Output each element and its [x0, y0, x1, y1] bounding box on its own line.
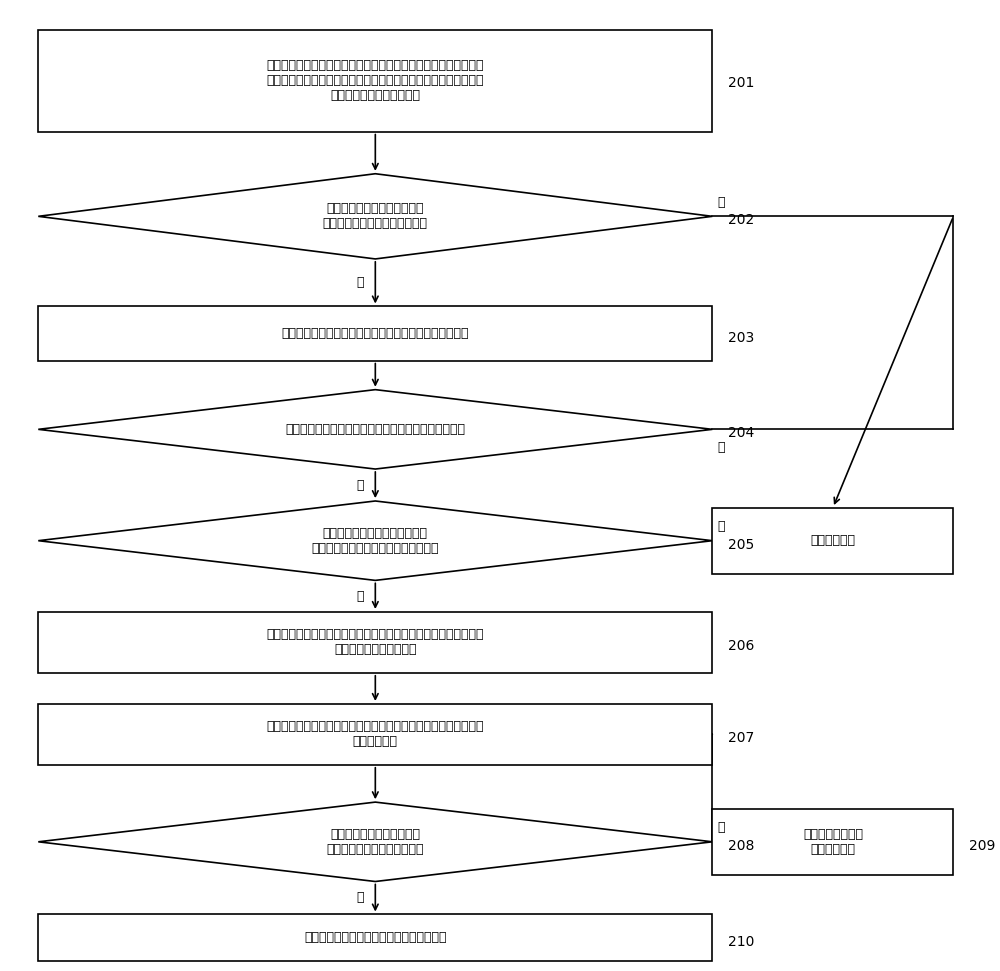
Text: 当检测到针对终端设备中安装的答疑应用的启动指令时，终端设备
根据该启动指令，启动该答疑应用并输出该答疑应用的操作界面，
该操作界面包括题目识别框: 当检测到针对终端设备中安装的答疑应用的启动指令时，终端设备 根据该启动指令，启动…: [267, 59, 484, 102]
Text: 终端设备针对上述待搜索题目执行搜题操作: 终端设备针对上述待搜索题目执行搜题操作: [304, 931, 447, 944]
Text: 终端设备检测上述题目识别框
的成像画面中是否存在目标物体: 终端设备检测上述题目识别框 的成像画面中是否存在目标物体: [323, 202, 428, 230]
FancyBboxPatch shape: [38, 915, 712, 961]
Polygon shape: [38, 174, 712, 259]
Text: 终端设备提醒用户
调整清晰度値: 终端设备提醒用户 调整清晰度値: [803, 828, 863, 855]
Text: 是: 是: [356, 479, 364, 491]
Text: 结束本次流程: 结束本次流程: [810, 534, 855, 548]
Text: 否: 否: [717, 821, 725, 834]
Text: 终端设备确定上述目标物体在上述成像画面中的运动轨迹: 终端设备确定上述目标物体在上述成像画面中的运动轨迹: [282, 327, 469, 340]
Text: 否: 否: [717, 519, 725, 533]
Text: 209: 209: [969, 839, 995, 853]
Text: 208: 208: [728, 839, 754, 853]
Text: 终端设备判断判断上述运动轨迹
的运动方向是否与预设运动方向相匹配: 终端设备判断判断上述运动轨迹 的运动方向是否与预设运动方向相匹配: [312, 526, 439, 554]
Polygon shape: [38, 501, 712, 581]
Polygon shape: [38, 802, 712, 882]
FancyBboxPatch shape: [38, 704, 712, 765]
Text: 202: 202: [728, 214, 754, 227]
Polygon shape: [38, 389, 712, 469]
Text: 终端设备确定上述题目识别框捕捾到的与上述运动轨迹相匹配的内
容的清晰度値: 终端设备确定上述题目识别框捕捾到的与上述运动轨迹相匹配的内 容的清晰度値: [267, 720, 484, 749]
FancyBboxPatch shape: [38, 30, 712, 132]
Text: 是: 是: [356, 276, 364, 289]
Text: 207: 207: [728, 731, 754, 745]
Text: 终端设备判断上述清晰度値
是否大于等于预设清晰度阈値: 终端设备判断上述清晰度値 是否大于等于预设清晰度阈値: [327, 828, 424, 855]
Text: 是: 是: [356, 589, 364, 603]
Text: 201: 201: [728, 76, 754, 90]
FancyBboxPatch shape: [38, 307, 712, 360]
Text: 终端设备将上述成像画面对应的所有内容中与上述运动轨迹相匹配
的内容确定为待搜索题目: 终端设备将上述成像画面对应的所有内容中与上述运动轨迹相匹配 的内容确定为待搜索题…: [267, 628, 484, 656]
Text: 是: 是: [356, 891, 364, 904]
FancyBboxPatch shape: [38, 612, 712, 673]
Text: 205: 205: [728, 538, 754, 552]
Text: 终端设备判断上述运动轨迹是否与预设运动轨迹相匹配: 终端设备判断上述运动轨迹是否与预设运动轨迹相匹配: [285, 422, 465, 436]
Text: 否: 否: [717, 441, 725, 454]
FancyBboxPatch shape: [712, 508, 953, 574]
Text: 否: 否: [717, 195, 725, 209]
Text: 206: 206: [728, 639, 754, 653]
Text: 210: 210: [728, 934, 754, 949]
Text: 203: 203: [728, 331, 754, 346]
Text: 204: 204: [728, 426, 754, 440]
FancyBboxPatch shape: [712, 809, 953, 875]
